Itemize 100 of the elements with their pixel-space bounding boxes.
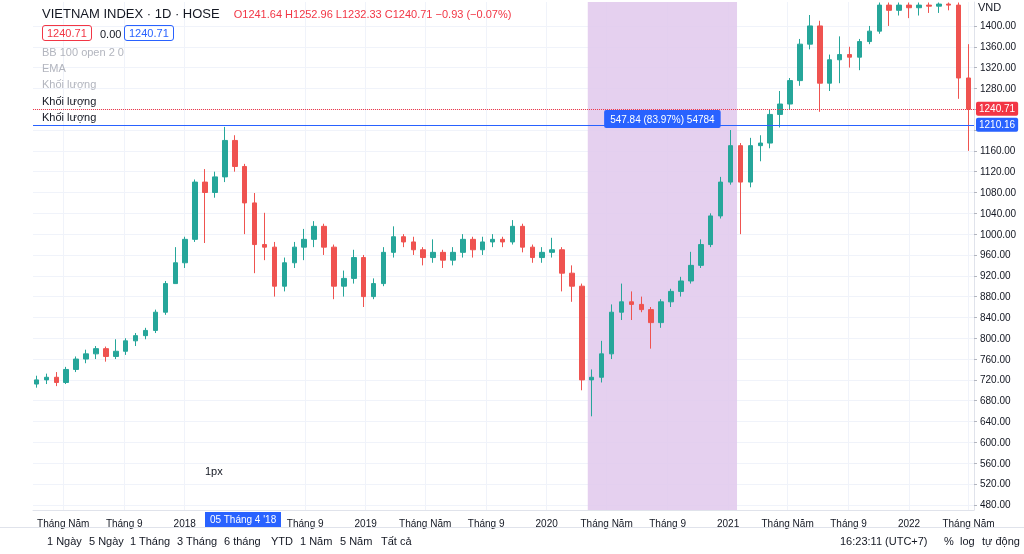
text: 16:23:11 (UTC+7) xyxy=(840,535,928,547)
candlestick xyxy=(143,327,148,340)
candlestick xyxy=(282,257,287,292)
candlestick xyxy=(748,137,753,188)
candlestick xyxy=(222,126,228,183)
candlestick xyxy=(371,277,376,300)
candlestick xyxy=(678,276,684,298)
candlestick xyxy=(708,212,713,248)
y-tick-label: 1160.00 xyxy=(980,145,1016,157)
text: 5 Ngày xyxy=(89,535,124,547)
candlestick xyxy=(182,236,188,269)
text: log xyxy=(960,535,975,547)
annotation: BB 100 open 2 0 xyxy=(42,46,124,58)
candlestick xyxy=(83,349,89,364)
y-tick-label: 560.00 xyxy=(980,457,1012,469)
text: YTD xyxy=(271,535,293,547)
y-axis-title: VND xyxy=(978,0,1002,13)
candlestick xyxy=(639,296,644,313)
y-tick-label: 600.00 xyxy=(980,436,1012,448)
candlestick xyxy=(510,219,515,246)
y-tick-label: 720.00 xyxy=(980,374,1012,386)
candlestick xyxy=(728,129,733,186)
text: tự động xyxy=(982,535,1020,547)
x-tick-label: Tháng 9 xyxy=(830,517,868,529)
candlestick xyxy=(599,340,604,383)
candlestick xyxy=(420,246,426,266)
x-tick-label: 2018 xyxy=(173,517,197,529)
y-tick-label: 1360.00 xyxy=(980,41,1017,53)
candlestick xyxy=(480,236,485,256)
y-tick-label: 1080.00 xyxy=(980,187,1017,198)
candlestick xyxy=(718,176,723,220)
x-tick-label: Tháng Năm xyxy=(942,517,995,529)
candlestick xyxy=(619,283,624,321)
x-tick-label: Tháng 9 xyxy=(649,517,687,529)
y-tick-label: 640.00 xyxy=(980,416,1012,428)
x-tick-label: Tháng Năm xyxy=(761,517,814,529)
x-tick-label: Tháng Năm xyxy=(37,517,90,529)
candlestick xyxy=(847,46,852,69)
candlestick xyxy=(321,223,327,256)
text: % xyxy=(944,535,954,547)
candlestick xyxy=(629,290,634,321)
y-tick-label: 480.00 xyxy=(980,499,1012,511)
candlestick xyxy=(916,2,922,17)
ref-line-label: 1210.16 xyxy=(979,119,1016,131)
candlestick xyxy=(73,355,79,373)
candlestick xyxy=(212,171,218,199)
annotation: Khối lượng xyxy=(42,78,97,90)
candlestick xyxy=(361,254,366,308)
annotation: EMA xyxy=(42,62,66,74)
candlestick xyxy=(837,35,842,84)
candlestick xyxy=(767,108,773,149)
candlestick xyxy=(331,244,337,300)
candlestick xyxy=(648,306,654,350)
y-tick-label: 920.00 xyxy=(980,270,1012,282)
candlestick xyxy=(272,241,277,298)
y-tick-label: 840.00 xyxy=(980,311,1012,323)
candlestick xyxy=(936,2,942,14)
candlestick xyxy=(520,223,525,253)
candlestick xyxy=(133,332,138,347)
y-tick-label: 1120.00 xyxy=(980,166,1016,178)
candlestick xyxy=(301,228,307,261)
candlestick xyxy=(946,2,951,11)
candlestick xyxy=(450,246,456,266)
x-tick-label: Tháng Năm xyxy=(399,517,452,529)
candlestick xyxy=(411,236,416,256)
candlestick xyxy=(886,2,892,27)
text: O1241.64 H1252.96 L1232.33 C1240.71 −0.93 (−0.07%) xyxy=(233,8,512,20)
candlestick xyxy=(500,236,505,248)
candlestick xyxy=(956,2,961,100)
x-tick-label: 2021 xyxy=(716,517,740,529)
candlestick xyxy=(232,134,238,173)
candlestick xyxy=(896,2,902,17)
text: 5 Năm xyxy=(340,535,373,547)
annotation: 0.00 xyxy=(100,28,122,40)
candlestick xyxy=(470,236,476,259)
x-tick-label: 2019 xyxy=(354,517,378,529)
chart-title: VIETNAM INDEX · 1D · HOSE xyxy=(42,6,220,21)
y-tick-label: 760.00 xyxy=(980,353,1012,365)
candlestick xyxy=(817,20,823,113)
candlestick xyxy=(579,283,585,391)
candlestick xyxy=(490,233,495,248)
band-label: 547.84 (83.97%) 54784 xyxy=(610,113,716,125)
candlestick xyxy=(103,346,109,363)
annotation: 1240.71 xyxy=(124,25,174,41)
candlestick xyxy=(609,303,614,360)
candlestick xyxy=(797,38,803,87)
candlestick xyxy=(153,309,158,334)
annotation: Khối lượng xyxy=(42,95,97,107)
candlestick xyxy=(202,168,208,244)
ref-line-label: 1240.71 xyxy=(979,103,1016,115)
candlestick xyxy=(777,90,783,128)
candlestick xyxy=(688,251,694,285)
candlestick xyxy=(63,366,69,385)
candlestick xyxy=(163,280,168,316)
x-tick-label: Tháng 9 xyxy=(105,517,144,529)
y-tick-label: 1000.00 xyxy=(980,228,1017,240)
y-tick-label: 1040.00 xyxy=(980,207,1017,219)
text: 1 Ngày xyxy=(47,535,82,547)
y-tick-label: 520.00 xyxy=(980,478,1012,490)
annotation: Khối lượng xyxy=(42,111,97,123)
